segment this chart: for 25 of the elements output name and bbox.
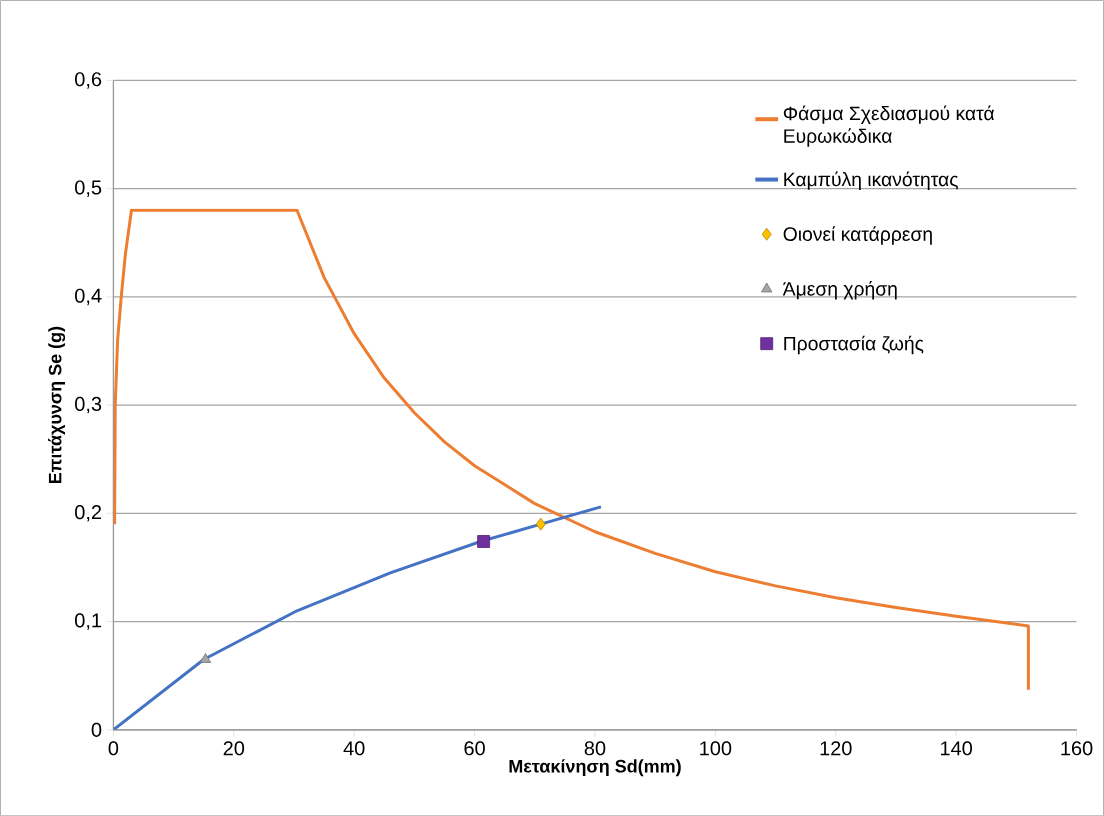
x-tick-label: 120 (820, 741, 852, 756)
legend-label: Άμεση χρήση (782, 280, 897, 300)
x-tick-label: 160 (1061, 741, 1093, 756)
y-tick-label: 0,2 (75, 504, 102, 522)
legend-label: Φάσμα Σχεδιασμού κατά Ευρωκώδικα (783, 105, 995, 147)
y-tick-label: 0,6 (75, 72, 102, 89)
line-series (113, 505, 603, 730)
line-series (113, 208, 1030, 692)
y-tick-label: 0,1 (75, 613, 102, 630)
x-tick-label: 60 (464, 741, 485, 756)
legend-label: Οιονεί κατάρρεση (783, 226, 932, 245)
legend-label: Προστασία ζωής (784, 335, 924, 355)
y-tick-label: 0,5 (75, 180, 102, 197)
y-tick-label: 0,4 (75, 288, 102, 306)
x-tick-label: 80 (584, 741, 606, 756)
x-tick-label: 40 (343, 741, 365, 756)
x-tick-label: 20 (223, 741, 245, 756)
legend-label: Καμπύλη ικανότητας (784, 171, 958, 190)
x-tick-label: 0 (108, 741, 119, 756)
y-tick-label: 0,3 (75, 396, 102, 414)
x-tick-label: 140 (941, 741, 973, 756)
y-axis-title: Επιτάχυνση Se (g) (48, 326, 66, 483)
x-axis-title: Μετακίνηση Sd(mm) (509, 759, 681, 777)
y-tick-label: 0 (91, 722, 102, 737)
x-tick-label: 100 (700, 741, 732, 756)
